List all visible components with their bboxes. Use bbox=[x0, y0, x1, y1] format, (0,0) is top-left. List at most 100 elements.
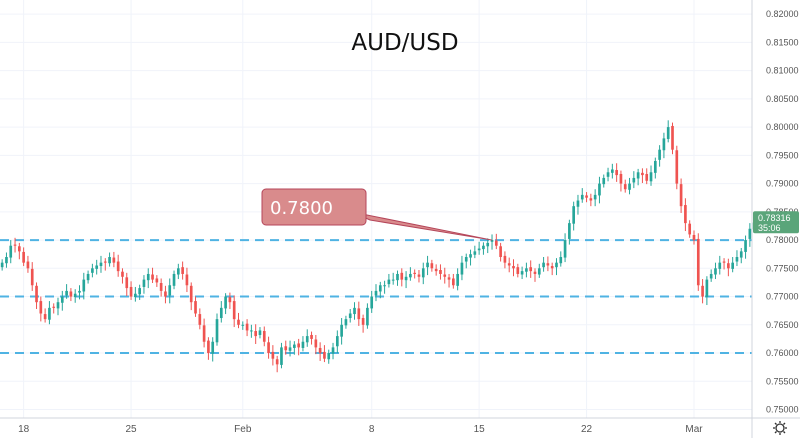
candle-body bbox=[649, 172, 653, 182]
y-tick-label: 0.80000 bbox=[766, 122, 799, 132]
candle-body bbox=[26, 261, 30, 269]
candle-body bbox=[353, 307, 356, 315]
candle bbox=[585, 192, 588, 203]
candle-body bbox=[383, 285, 386, 287]
x-tick-label: 22 bbox=[581, 424, 593, 435]
candle bbox=[404, 271, 408, 289]
candle-body bbox=[568, 223, 571, 239]
candle-body bbox=[550, 266, 554, 269]
candle-body bbox=[267, 342, 270, 354]
candle bbox=[232, 295, 236, 328]
candle bbox=[439, 264, 442, 280]
candle-body bbox=[314, 339, 318, 348]
candle bbox=[5, 252, 8, 268]
candle-body bbox=[641, 172, 644, 176]
candle bbox=[211, 337, 215, 362]
candle-body bbox=[121, 271, 124, 277]
candle-body bbox=[636, 172, 640, 179]
candle-body bbox=[434, 268, 438, 272]
candle bbox=[430, 259, 434, 272]
candle-body bbox=[490, 240, 494, 242]
candle-body bbox=[65, 290, 68, 296]
candle-body bbox=[658, 149, 661, 160]
chart-title: AUD/USD bbox=[351, 30, 458, 56]
candle bbox=[452, 273, 455, 289]
candle bbox=[108, 252, 111, 267]
candle bbox=[207, 337, 210, 360]
candle bbox=[60, 290, 64, 311]
candle-body bbox=[443, 274, 447, 277]
candle-body bbox=[692, 234, 696, 241]
candle-body bbox=[675, 150, 679, 184]
candle bbox=[555, 258, 558, 276]
candle bbox=[473, 245, 477, 259]
candle-body bbox=[585, 195, 588, 198]
candle bbox=[0, 259, 4, 271]
y-tick-label: 0.77000 bbox=[766, 292, 799, 302]
candle-body bbox=[348, 313, 352, 319]
y-tick-label: 0.76500 bbox=[766, 320, 799, 330]
candle-body bbox=[520, 271, 524, 275]
candle-body bbox=[430, 263, 434, 269]
candle bbox=[361, 314, 365, 333]
candle-body bbox=[335, 336, 339, 347]
candle bbox=[26, 255, 30, 273]
candle-body bbox=[194, 301, 197, 314]
candle bbox=[623, 179, 627, 193]
candle bbox=[39, 296, 43, 322]
candle-body bbox=[361, 318, 365, 325]
candle bbox=[658, 145, 661, 167]
candle bbox=[86, 270, 90, 284]
candle-body bbox=[576, 200, 580, 207]
candle-body bbox=[215, 319, 219, 343]
candle-body bbox=[258, 330, 262, 335]
candle-body bbox=[52, 306, 56, 308]
candle bbox=[22, 247, 25, 267]
candle bbox=[331, 342, 335, 360]
candle-body bbox=[86, 273, 90, 281]
candle-body bbox=[18, 246, 21, 252]
candle-body bbox=[469, 254, 472, 258]
candle-body bbox=[516, 267, 520, 274]
candle-body bbox=[688, 223, 692, 235]
candle bbox=[103, 258, 107, 271]
candle-body bbox=[619, 173, 623, 184]
candle-body bbox=[189, 285, 193, 303]
candle-body bbox=[254, 331, 258, 337]
candle bbox=[666, 120, 670, 143]
candle-body bbox=[529, 267, 533, 272]
candle-body bbox=[138, 288, 141, 295]
candle-body bbox=[323, 351, 326, 359]
candle-body bbox=[237, 319, 240, 325]
candle-body bbox=[374, 290, 378, 296]
candle bbox=[426, 255, 429, 276]
candle bbox=[632, 171, 636, 189]
candle bbox=[580, 188, 584, 203]
settings-button[interactable] bbox=[773, 421, 787, 435]
candle bbox=[374, 284, 378, 302]
candle-body bbox=[447, 277, 451, 280]
candle-body bbox=[245, 323, 249, 331]
candle bbox=[494, 233, 498, 250]
candle bbox=[731, 257, 734, 273]
candle bbox=[507, 257, 511, 273]
candle-body bbox=[284, 346, 288, 351]
x-tick-label: Feb bbox=[234, 424, 252, 435]
y-tick-label: 0.81000 bbox=[766, 66, 799, 76]
candle-body bbox=[327, 353, 331, 360]
candle-body bbox=[134, 293, 137, 298]
candle-body bbox=[464, 257, 468, 262]
candle-body bbox=[357, 308, 361, 320]
candle bbox=[576, 194, 580, 215]
candle-body bbox=[22, 251, 25, 263]
candle bbox=[13, 237, 17, 253]
candle-body bbox=[370, 296, 374, 309]
candle bbox=[318, 342, 322, 361]
candle bbox=[125, 272, 129, 296]
candle bbox=[550, 262, 554, 276]
candle bbox=[219, 301, 223, 323]
candle-body bbox=[593, 194, 597, 200]
